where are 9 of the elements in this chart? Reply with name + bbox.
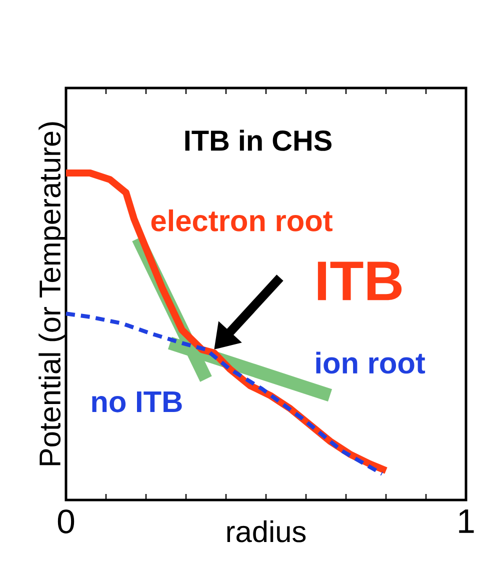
chart-title: ITB in CHS [185, 130, 332, 151]
x-tick-label: 1 [459, 510, 474, 533]
x-tick-label: 0 [58, 510, 74, 534]
x-axis-title: radius [227, 520, 306, 542]
series-label: electron root [151, 209, 333, 232]
y-axis-title: Potential (or Temperature) [38, 122, 67, 466]
annotation: ITB [318, 262, 402, 300]
series-label: ion root [316, 352, 426, 374]
annotation: no ITB [92, 391, 182, 412]
